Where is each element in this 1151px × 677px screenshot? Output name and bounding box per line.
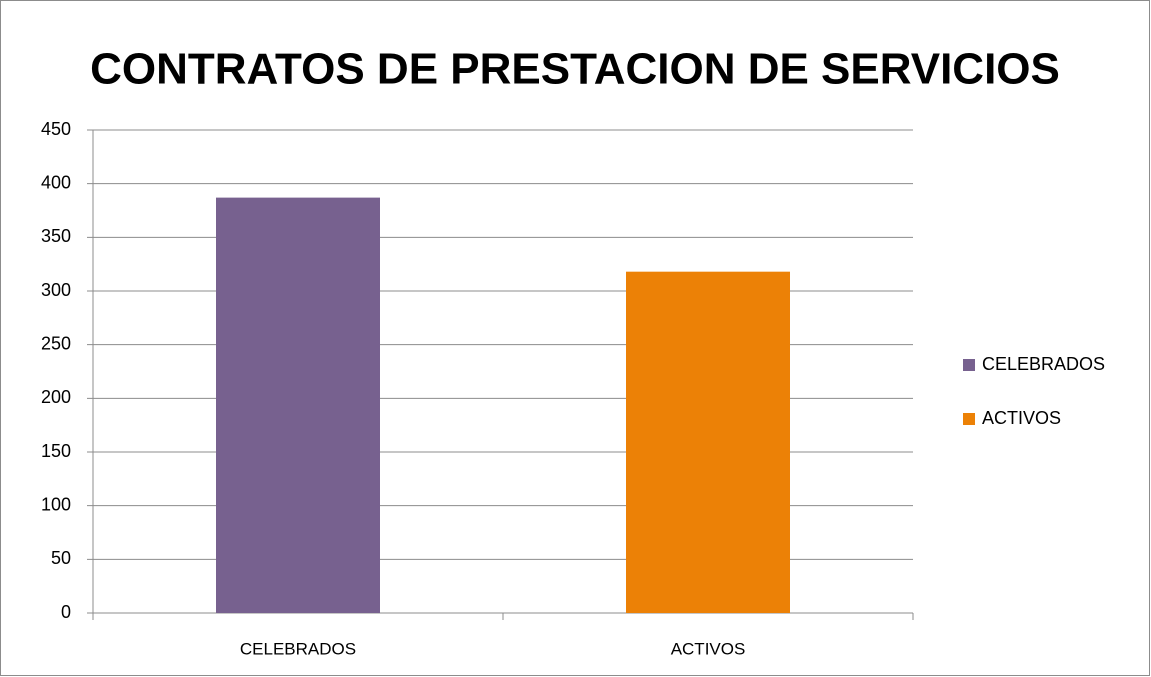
x-tick-label: ACTIVOS: [671, 639, 746, 658]
chart-title: CONTRATOS DE PRESTACION DE SERVICIOS: [90, 45, 1060, 94]
y-tick-label: 200: [41, 387, 71, 407]
y-tick-label: 100: [41, 494, 71, 514]
y-tick-label: 400: [41, 172, 71, 192]
y-tick-label: 0: [61, 602, 71, 622]
legend-swatch: [963, 359, 975, 371]
bar: [626, 271, 790, 613]
legend-label: ACTIVOS: [982, 408, 1061, 428]
legend-swatch: [963, 413, 975, 425]
x-tick-label: CELEBRADOS: [240, 639, 356, 658]
y-tick-label: 450: [41, 119, 71, 139]
y-tick-label: 250: [41, 333, 71, 353]
y-tick-label: 300: [41, 280, 71, 300]
bar: [216, 197, 380, 613]
legend-label: CELEBRADOS: [982, 354, 1105, 374]
y-tick-label: 50: [51, 548, 71, 568]
y-tick-label: 350: [41, 226, 71, 246]
y-tick-label: 150: [41, 441, 71, 461]
